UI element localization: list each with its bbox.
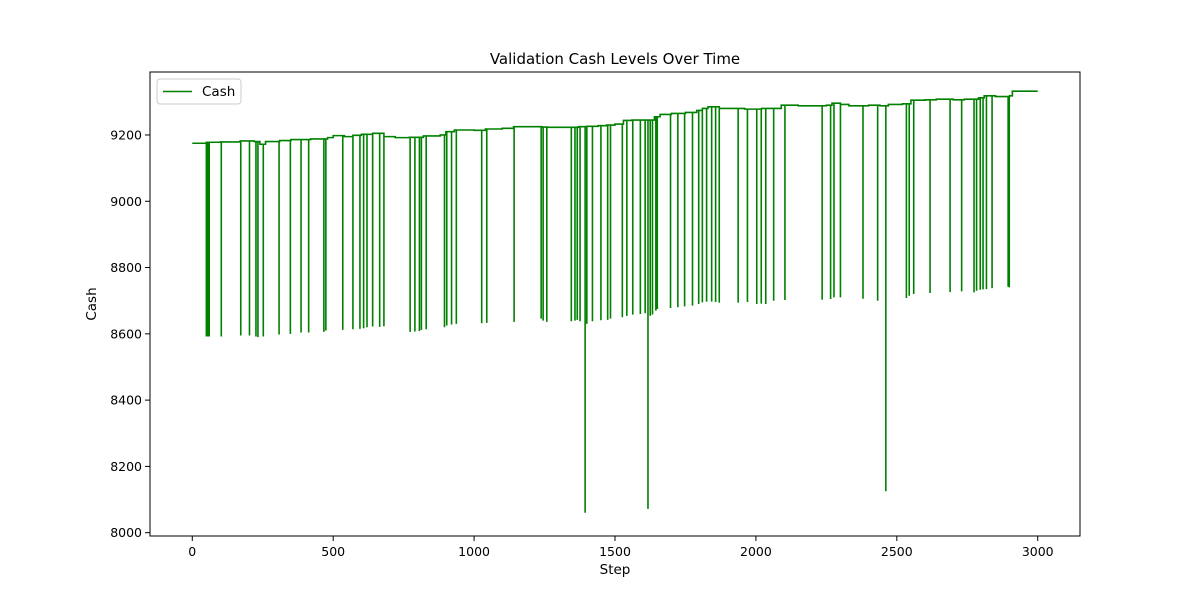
y-axis-label: Cash	[84, 287, 100, 320]
x-axis: 0 500 1000 1500 2000 2500 3000	[188, 536, 1054, 559]
y-tick-label: 9000	[110, 194, 142, 209]
legend: Cash	[156, 78, 242, 105]
x-tick-label: 1000	[458, 544, 490, 559]
x-axis-label: Step	[600, 562, 631, 578]
y-tick-label: 8200	[110, 459, 142, 474]
y-tick-label: 8400	[110, 393, 142, 408]
plot-area	[192, 90, 1038, 513]
x-tick-label: 3000	[1022, 544, 1054, 559]
axes-frame	[149, 71, 1081, 537]
x-tick-label: 1500	[599, 544, 631, 559]
y-tick-label: 8800	[110, 260, 142, 275]
y-tick-label: 8600	[110, 326, 142, 341]
legend-box	[156, 78, 242, 105]
chart-title: Validation Cash Levels Over Time	[490, 50, 740, 68]
x-tick-label: 2500	[881, 544, 913, 559]
y-axis: 8000 8200 8400 8600 8800 9000 9200	[110, 127, 150, 540]
x-tick-label: 500	[321, 544, 345, 559]
x-tick-label: 0	[188, 544, 196, 559]
series-line-cash	[192, 90, 1038, 513]
legend-label-cash: Cash	[202, 84, 235, 100]
y-tick-label: 9200	[110, 127, 142, 142]
x-tick-label: 2000	[740, 544, 772, 559]
y-tick-label: 8000	[110, 525, 142, 540]
